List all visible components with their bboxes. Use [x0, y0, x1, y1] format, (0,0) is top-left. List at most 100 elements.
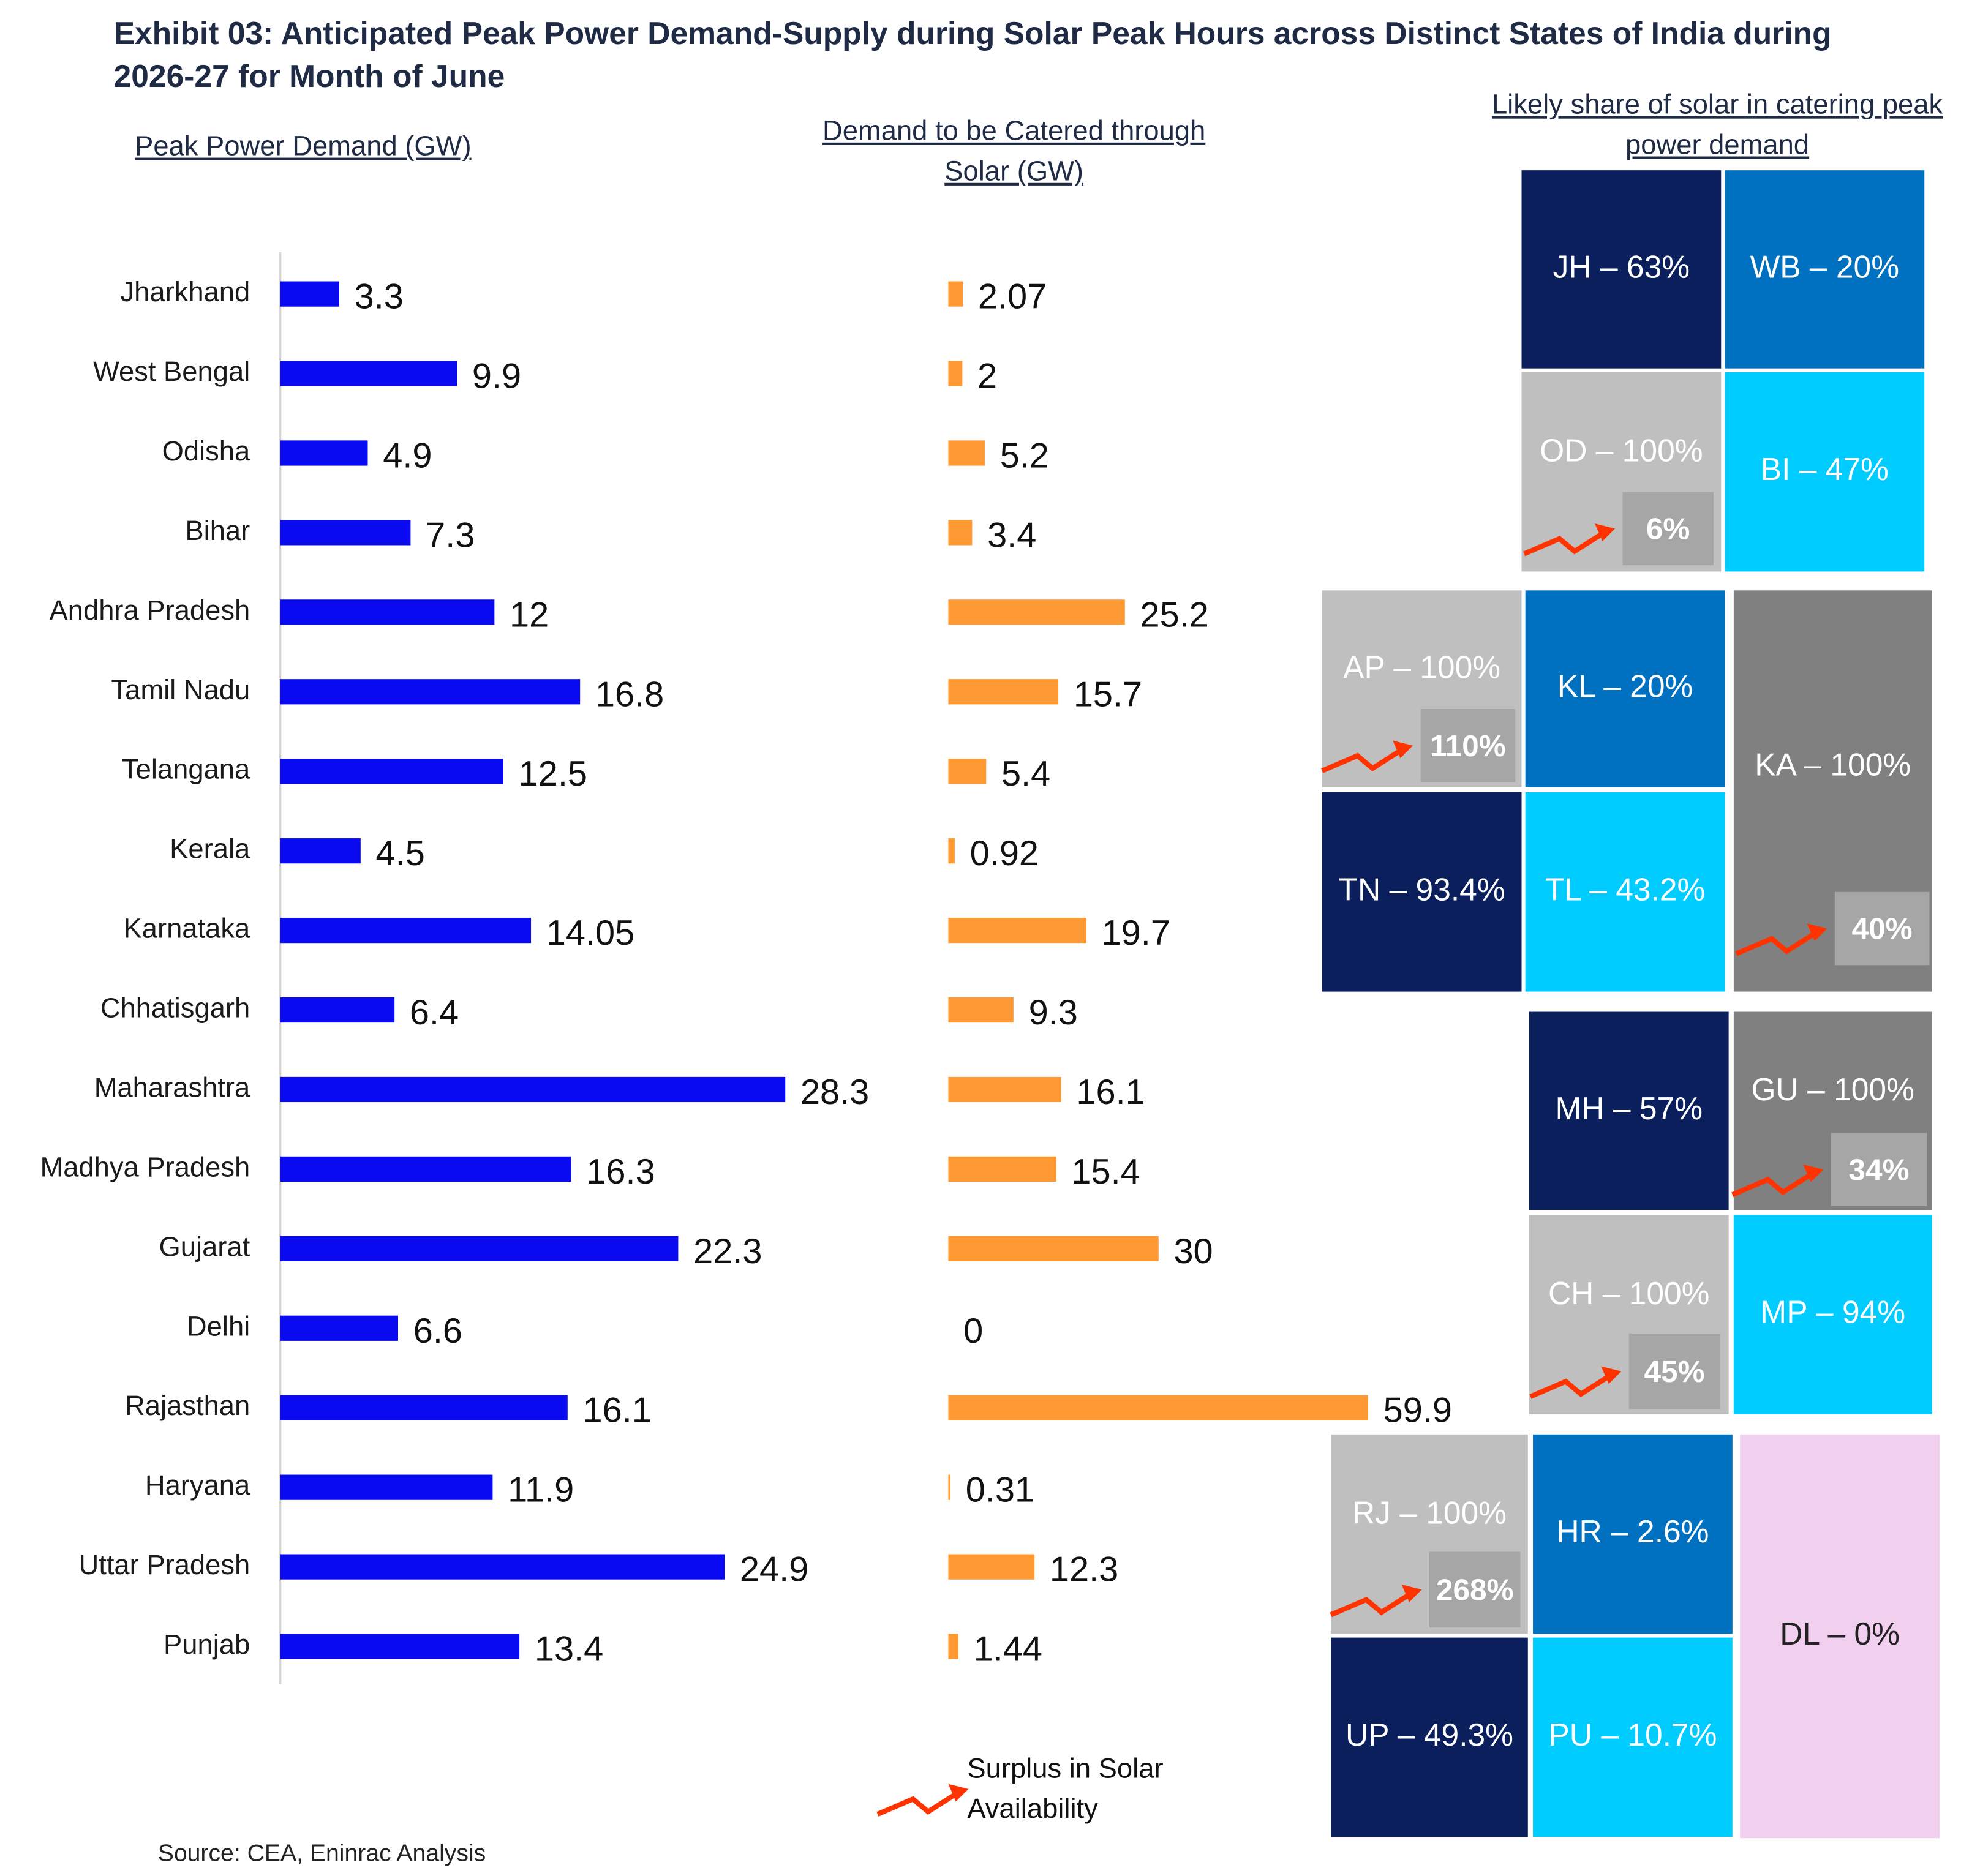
category-label: Tamil Nadu — [111, 674, 250, 705]
bar — [948, 917, 1086, 944]
category-label: Haryana — [145, 1469, 250, 1501]
value-label: 5.2 — [1000, 436, 1049, 475]
legend-box: Surplus in Solar Availability — [967, 1752, 1164, 1825]
category-label: Delhi — [187, 1310, 250, 1341]
tile — [1533, 1434, 1733, 1634]
tile-label: WB – 20% — [1750, 249, 1899, 285]
surplus-arrowhead — [1595, 523, 1616, 541]
bar — [280, 759, 503, 784]
bar — [280, 1236, 679, 1261]
value-label: 13.4 — [535, 1630, 603, 1669]
bar — [948, 679, 1059, 705]
surplus-box — [1831, 1133, 1927, 1206]
value-label: 4.9 — [383, 436, 432, 475]
header-box: Peak Power Demand (GW) — [135, 130, 472, 162]
tile — [1725, 372, 1925, 572]
tile-label: HR – 2.6% — [1556, 1514, 1709, 1549]
category-label: Telangana — [122, 754, 250, 785]
legend-label: Surplus in Solar Availability — [967, 1752, 1164, 1825]
bar — [280, 1554, 725, 1580]
surplus-arrowhead — [1401, 1585, 1422, 1602]
bar — [948, 1474, 950, 1500]
surplus-arrowhead — [1601, 1366, 1622, 1384]
bar — [280, 281, 339, 307]
surplus-label: 110% — [1430, 729, 1506, 763]
surplus-label: 268% — [1436, 1573, 1514, 1607]
surplus-arrow — [1731, 1172, 1812, 1198]
tile-label: TN – 93.4% — [1339, 871, 1505, 907]
surplus-arrowhead — [948, 1784, 969, 1802]
value-label: 12.3 — [1050, 1550, 1118, 1589]
tile-label: BI – 47% — [1761, 451, 1889, 487]
surplus-arrow — [1330, 1593, 1411, 1618]
value-label: 16.1 — [583, 1391, 652, 1430]
category-label: Uttar Pradesh — [78, 1549, 250, 1580]
bar — [280, 679, 581, 705]
bar — [948, 361, 963, 386]
tile — [1733, 1215, 1932, 1414]
bar — [280, 440, 368, 466]
value-label: 14.05 — [546, 914, 634, 953]
tile-label: UP – 49.3% — [1346, 1717, 1513, 1752]
value-label: 15.4 — [1071, 1152, 1140, 1191]
bar — [948, 1236, 1159, 1261]
surplus-arrow — [1735, 931, 1816, 956]
source: Source: CEA, Eninrac Analysis — [158, 1840, 486, 1866]
surplus-label: 45% — [1644, 1355, 1704, 1389]
value-label: 12.5 — [519, 754, 587, 794]
category-label: Madhya Pradesh — [40, 1151, 250, 1182]
bar — [948, 599, 1125, 625]
panel-title: Demand to be Catered through Solar (GW) — [822, 114, 1206, 187]
bar — [280, 997, 395, 1023]
value-label: 16.1 — [1076, 1073, 1145, 1112]
category-label: Chhatisgarh — [100, 992, 250, 1024]
category-label: Odisha — [162, 435, 250, 467]
tile — [1525, 590, 1725, 787]
tile-label: MP – 94% — [1760, 1294, 1905, 1330]
surplus-arrowhead — [1807, 923, 1827, 942]
category-label: Kerala — [170, 833, 250, 865]
value-label: 6.6 — [413, 1311, 462, 1351]
bar — [948, 1634, 958, 1659]
surplus-label: 40% — [1852, 912, 1913, 946]
category-label: Jharkhand — [120, 276, 250, 307]
value-label: 1.44 — [974, 1630, 1042, 1669]
category-label: Andhra Pradesh — [50, 595, 250, 626]
bar — [280, 520, 411, 546]
value-label: 0.92 — [970, 834, 1039, 873]
tile — [1525, 792, 1725, 992]
value-label: 4.5 — [376, 834, 425, 873]
surplus-box — [1628, 1333, 1720, 1409]
surplus-arrow — [1529, 1374, 1610, 1399]
value-label: 5.4 — [1001, 754, 1050, 794]
bar — [948, 1076, 1061, 1103]
value-label: 15.7 — [1074, 675, 1142, 714]
tile — [1533, 1637, 1733, 1837]
category-label: Gujarat — [159, 1231, 250, 1262]
value-label: 7.3 — [426, 516, 475, 555]
value-label: 59.9 — [1383, 1391, 1452, 1430]
bar — [280, 1156, 571, 1182]
bar — [948, 1395, 1368, 1420]
value-label: 3.3 — [355, 277, 404, 317]
surplus-label: 34% — [1848, 1153, 1909, 1187]
tile — [1331, 1637, 1528, 1837]
value-label: 22.3 — [693, 1232, 762, 1271]
category-label: Punjab — [164, 1629, 250, 1660]
value-label: 30 — [1173, 1232, 1213, 1271]
value-label: 3.4 — [987, 516, 1036, 555]
tile-label: TL – 43.2% — [1545, 871, 1706, 907]
category-label: Karnataka — [124, 913, 250, 944]
header-box: Likely share of solar in catering peak p… — [1492, 88, 1943, 160]
bar — [280, 1634, 520, 1659]
surplus-arrow — [1321, 748, 1402, 773]
value-label: 2.07 — [978, 277, 1047, 317]
panel-title: Peak Power Demand (GW) — [135, 130, 472, 162]
bar — [948, 838, 955, 864]
category-label: Rajasthan — [125, 1390, 250, 1421]
surplus-box — [1622, 492, 1714, 566]
tile-label: MH – 57% — [1555, 1090, 1703, 1126]
tile — [1521, 170, 1722, 369]
